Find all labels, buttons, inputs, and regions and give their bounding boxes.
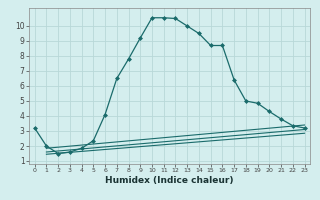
X-axis label: Humidex (Indice chaleur): Humidex (Indice chaleur) [105,176,234,185]
